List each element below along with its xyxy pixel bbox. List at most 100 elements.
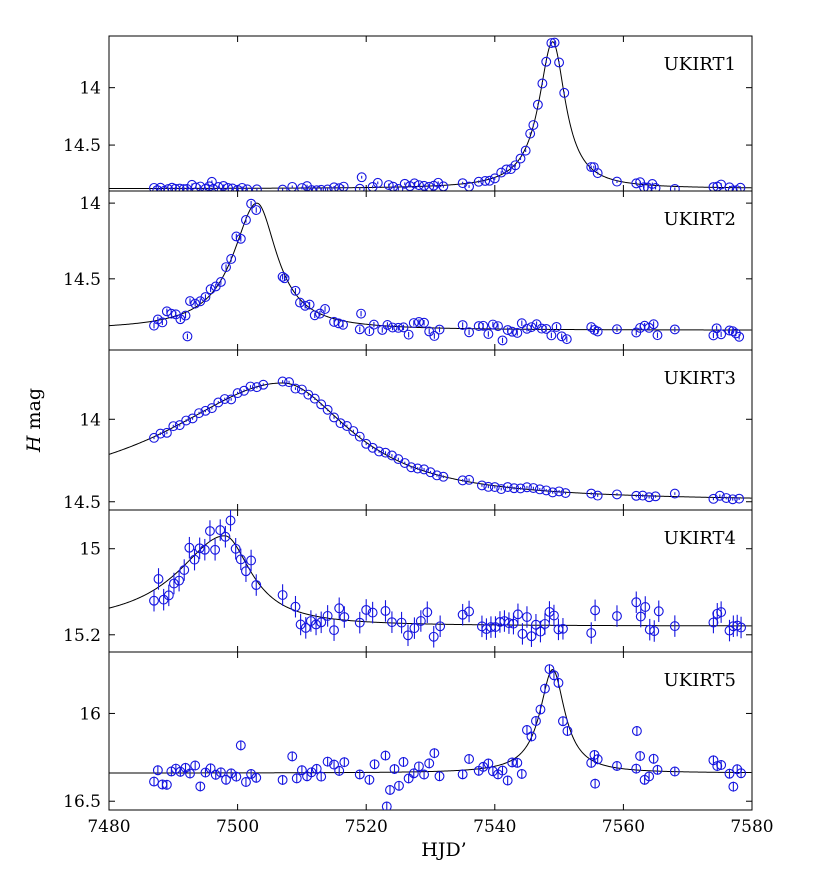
data-point [241, 566, 251, 577]
data-point [311, 619, 321, 630]
data-point [295, 297, 305, 308]
data-point [304, 299, 315, 310]
data-point [408, 318, 419, 328]
data-point [230, 543, 241, 554]
panel-plot-area [109, 198, 752, 346]
data-point [669, 324, 680, 335]
data-point [179, 565, 190, 575]
data-point [322, 756, 333, 767]
data-point [213, 182, 224, 191]
data-point [155, 182, 166, 191]
data-point [374, 446, 385, 457]
data-point [398, 757, 409, 767]
data-point [612, 489, 622, 500]
data-point [246, 555, 257, 566]
data-point [237, 182, 248, 191]
data-point [205, 526, 215, 536]
data-point [562, 726, 573, 736]
data-point [364, 326, 375, 337]
data-point [232, 184, 243, 191]
data-point [306, 767, 317, 778]
panel-label: UKIRT4 [664, 528, 736, 549]
data-point [531, 716, 541, 726]
data-point [322, 184, 333, 191]
data-point [558, 716, 568, 727]
data-point [393, 322, 404, 333]
data-point [235, 233, 246, 244]
data-point [187, 413, 198, 424]
data-point [419, 180, 430, 191]
data-point [290, 383, 301, 394]
data-point [497, 765, 508, 776]
data-point [521, 482, 532, 493]
data-point [339, 757, 350, 768]
data-point [419, 317, 430, 328]
data-point [512, 327, 523, 338]
panel-plot-area [109, 376, 752, 505]
data-point [258, 379, 269, 390]
data-point [635, 751, 646, 761]
data-point [382, 320, 393, 330]
data-point [296, 765, 307, 776]
data-point [290, 601, 301, 612]
data-point [509, 483, 520, 494]
y-tick-label: 16.5 [63, 792, 101, 812]
data-point [553, 677, 564, 688]
data-point [434, 771, 445, 782]
data-point [473, 176, 484, 187]
data-point [435, 621, 446, 632]
data-point [652, 330, 663, 341]
data-point [652, 764, 663, 775]
data-point [221, 262, 231, 273]
data-point [560, 488, 571, 498]
panel-frame [108, 35, 753, 192]
data-point [163, 590, 174, 601]
data-point [385, 785, 395, 795]
data-point [526, 731, 537, 742]
panel-label: UKIRT2 [664, 209, 736, 230]
data-point [612, 761, 622, 771]
data-point [419, 769, 430, 780]
data-point [520, 145, 531, 156]
y-tick-label: 14.5 [63, 493, 101, 513]
data-point [291, 773, 302, 784]
panel-ukirt1: 14 14.5 UKIRT1 [63, 35, 753, 192]
data-point [415, 616, 426, 626]
data-point [525, 128, 536, 139]
data-point [389, 764, 400, 775]
data-point [149, 595, 159, 606]
data-point [586, 162, 597, 172]
data-point [424, 758, 435, 769]
data-point [409, 623, 420, 634]
data-point [194, 543, 205, 554]
x-tick-label: 7520 [345, 817, 388, 837]
data-point [502, 775, 513, 786]
data-point [540, 683, 550, 694]
data-point [320, 304, 330, 314]
data-point [413, 317, 424, 327]
data-point [339, 612, 350, 622]
y-tick-label: 14 [79, 410, 101, 430]
data-point [736, 622, 747, 633]
data-point [178, 184, 189, 191]
data-point [554, 486, 565, 497]
data-point [517, 628, 528, 639]
data-point [592, 168, 603, 179]
data-point [644, 771, 655, 782]
data-point [380, 605, 391, 616]
panel-label: UKIRT3 [664, 368, 736, 389]
data-point [631, 763, 642, 774]
data-point [206, 403, 217, 414]
data-point [185, 768, 195, 779]
data-point [383, 180, 394, 190]
data-point [464, 606, 475, 617]
data-point [225, 515, 236, 526]
data-point [235, 740, 246, 751]
panel-label: UKIRT1 [664, 54, 736, 75]
data-point [220, 531, 231, 542]
data-point [489, 482, 500, 492]
data-point [305, 616, 316, 626]
data-point [590, 605, 601, 616]
data-point [648, 753, 659, 764]
